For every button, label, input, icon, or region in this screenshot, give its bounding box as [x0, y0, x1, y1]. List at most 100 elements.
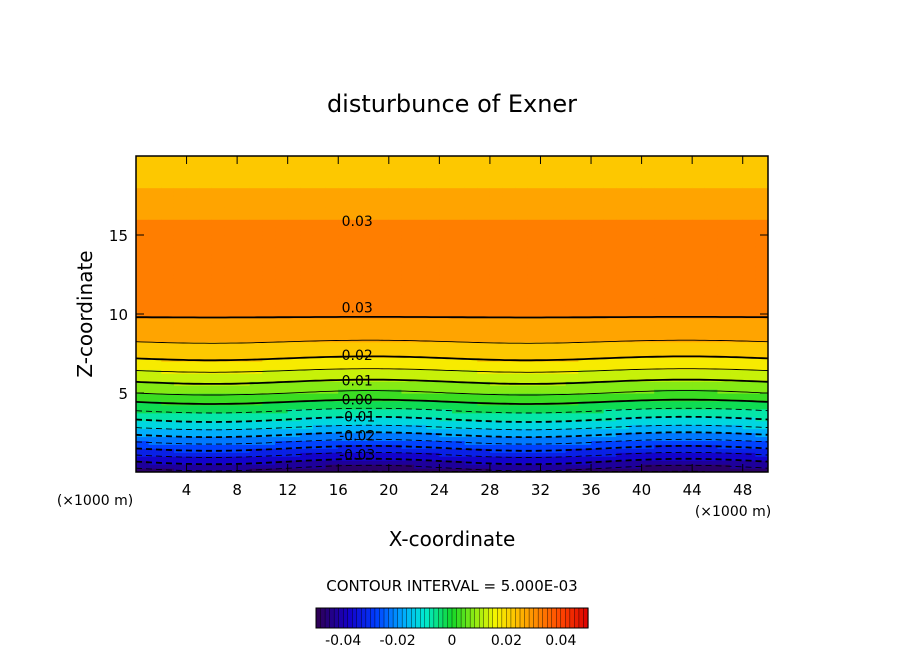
- field-cell: [704, 195, 719, 201]
- field-cell: [591, 361, 605, 366]
- field-cell: [742, 254, 756, 260]
- field-cell: [312, 420, 327, 426]
- field-cell: [692, 400, 706, 406]
- field-cell: [692, 203, 706, 208]
- field-cell: [641, 171, 655, 177]
- field-cell: [186, 187, 200, 193]
- field-cell: [262, 286, 276, 291]
- field-cell: [173, 444, 188, 449]
- field-cell: [199, 270, 213, 276]
- field-cell: [502, 179, 516, 185]
- field-cell: [211, 424, 226, 430]
- field-cell: [515, 274, 529, 280]
- field-cell: [287, 393, 301, 398]
- field-cell: [376, 393, 390, 398]
- field-cell: [654, 420, 668, 426]
- field-cell: [717, 254, 731, 260]
- field-cell: [363, 242, 377, 248]
- field-cell: [186, 365, 200, 370]
- field-cell: [616, 231, 630, 236]
- colorbar-swatch: [469, 607, 476, 629]
- field-cell: [591, 317, 605, 323]
- field-cell: [148, 389, 162, 394]
- field-cell: [591, 250, 605, 256]
- field-cell: [224, 444, 238, 449]
- field-cell: [312, 325, 327, 331]
- field-cell: [186, 175, 200, 181]
- field-cell: [641, 175, 655, 181]
- field-cell: [502, 227, 516, 232]
- field-cell: [515, 389, 529, 394]
- field-cell: [755, 349, 768, 355]
- field-cell: [363, 179, 377, 185]
- field-cell: [616, 290, 630, 295]
- field-cell: [553, 377, 567, 382]
- field-cell: [654, 159, 668, 165]
- field-cell: [414, 195, 428, 201]
- field-cell: [439, 424, 453, 430]
- field-cell: [553, 373, 567, 378]
- field-cell: [312, 400, 327, 406]
- field-cell: [148, 171, 162, 177]
- field-cell: [742, 306, 756, 311]
- field-cell: [452, 353, 466, 359]
- field-cell: [515, 223, 529, 228]
- field-cell: [616, 203, 630, 208]
- field-cell: [338, 266, 352, 272]
- field-cell: [211, 468, 226, 472]
- field-cell: [692, 270, 706, 276]
- field-cell: [275, 270, 289, 276]
- field-cell: [300, 468, 314, 472]
- field-cell: [565, 258, 579, 264]
- field-cell: [464, 321, 478, 327]
- colorbar-swatch: [333, 607, 340, 629]
- field-cell: [148, 396, 162, 402]
- field-cell: [325, 187, 339, 193]
- field-cell: [338, 238, 352, 244]
- field-cell: [376, 207, 390, 212]
- field-cell: [237, 242, 251, 248]
- field-cell: [452, 254, 466, 260]
- field-cell: [452, 361, 466, 366]
- field-cell: [628, 290, 643, 295]
- field-cell: [502, 231, 516, 236]
- field-cell: [578, 436, 592, 441]
- field-cell: [578, 310, 592, 315]
- field-cell: [565, 242, 579, 248]
- field-cell: [136, 223, 150, 228]
- field-cell: [477, 444, 491, 449]
- field-cell: [553, 365, 567, 370]
- field-cell: [363, 306, 377, 311]
- field-cell: [363, 365, 377, 370]
- field-cell: [199, 167, 213, 173]
- field-cell: [186, 191, 200, 197]
- field-cell: [527, 333, 542, 339]
- field-cell: [161, 282, 175, 287]
- field-cell: [591, 163, 605, 169]
- field-cell: [287, 175, 301, 181]
- field-cell: [312, 171, 327, 177]
- field-cell: [527, 167, 542, 173]
- field-cell: [565, 396, 579, 402]
- field-cell: [591, 294, 605, 299]
- field-cell: [148, 219, 162, 224]
- field-cell: [616, 333, 630, 339]
- field-cell: [186, 389, 200, 394]
- field-cell: [401, 337, 415, 343]
- field-cell: [211, 286, 226, 291]
- field-cell: [211, 333, 226, 339]
- field-cell: [148, 227, 162, 232]
- field-cell: [578, 159, 592, 165]
- field-cell: [237, 231, 251, 236]
- field-cell: [730, 468, 744, 472]
- field-cell: [249, 246, 263, 252]
- field-cell: [628, 428, 643, 434]
- field-cell: [249, 302, 263, 307]
- field-cell: [616, 460, 630, 465]
- field-cell: [616, 317, 630, 323]
- field-cell: [211, 345, 226, 351]
- field-cell: [515, 262, 529, 268]
- field-cell: [502, 219, 516, 224]
- field-cell: [679, 191, 693, 197]
- field-cell: [199, 191, 213, 197]
